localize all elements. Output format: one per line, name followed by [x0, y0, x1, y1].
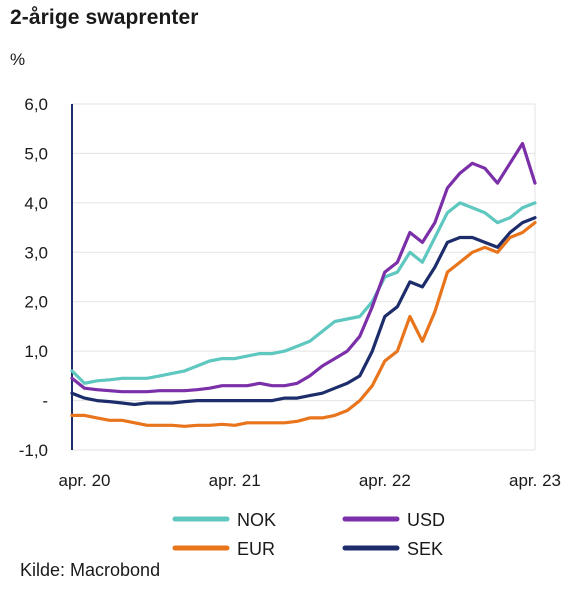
series-line-sek — [70, 216, 537, 407]
x-tick-label: apr. 22 — [359, 471, 411, 490]
y-tick-label: - — [42, 392, 48, 411]
series-line-usd — [70, 141, 537, 394]
legend-label-nok: NOK — [237, 510, 276, 530]
y-tick-label: 3,0 — [24, 243, 48, 262]
x-tick-label: apr. 23 — [509, 471, 561, 490]
legend-label-sek: SEK — [407, 539, 443, 559]
y-tick-label: 5,0 — [24, 144, 48, 163]
x-tick-label: apr. 21 — [209, 471, 261, 490]
y-tick-label: -1,0 — [19, 441, 48, 460]
series-line-nok — [70, 201, 537, 385]
chart-title: 2-årige swaprenter — [10, 6, 199, 29]
y-tick-label: 4,0 — [24, 194, 48, 213]
y-axis-unit: % — [10, 50, 26, 69]
y-tick-label: 6,0 — [24, 95, 48, 114]
y-tick-label: 2,0 — [24, 293, 48, 312]
source-note: Kilde: Macrobond — [20, 560, 161, 580]
legend-label-usd: USD — [407, 510, 445, 530]
x-tick-label: apr. 20 — [59, 471, 111, 490]
series-line-eur — [70, 221, 537, 428]
y-tick-label: 1,0 — [24, 342, 48, 361]
legend-label-eur: EUR — [237, 539, 275, 559]
